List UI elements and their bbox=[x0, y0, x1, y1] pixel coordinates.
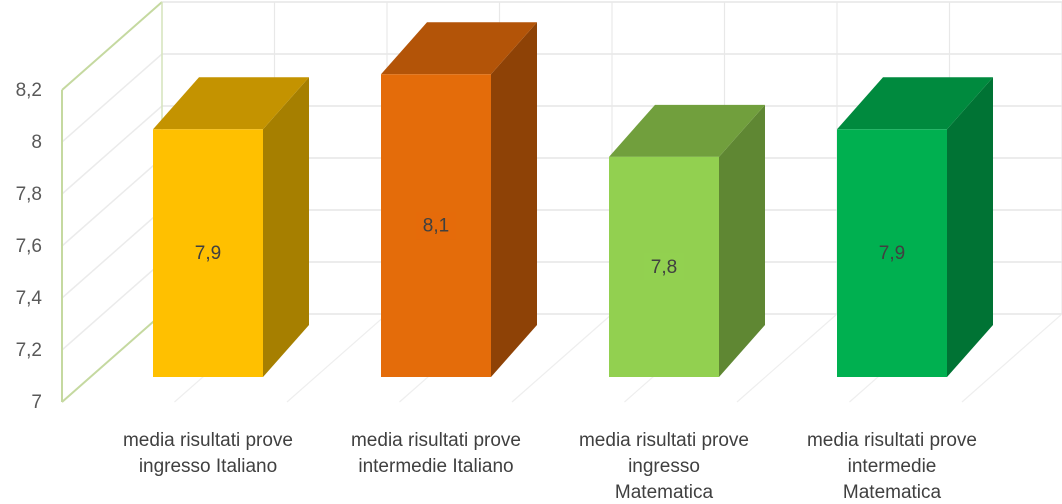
data-label: 7,9 bbox=[879, 243, 905, 264]
x-category-label: media risultati prove bbox=[807, 430, 977, 451]
x-category-label: Matematica bbox=[615, 482, 714, 503]
y-tick-label: 7,2 bbox=[16, 340, 42, 361]
bar-1 bbox=[153, 77, 309, 378]
x-category-label: media risultati prove bbox=[579, 430, 749, 451]
bar-2 bbox=[381, 22, 537, 378]
data-label-bg bbox=[644, 252, 684, 281]
x-category-label: media risultati prove bbox=[351, 430, 521, 451]
bars-layer bbox=[153, 22, 993, 378]
bar-side-face bbox=[947, 77, 993, 378]
x-category-label: media risultati prove bbox=[123, 430, 293, 451]
y-tick-label: 7 bbox=[31, 392, 42, 413]
bar-side-face bbox=[719, 104, 765, 378]
x-category-label: ingresso bbox=[628, 456, 700, 477]
wall-top-edge bbox=[61, 1, 163, 91]
data-label-bg bbox=[416, 211, 456, 240]
side-gridline bbox=[61, 261, 163, 351]
bar-3 bbox=[609, 104, 765, 378]
y-tick-label: 7,4 bbox=[16, 288, 43, 309]
y-tick-label: 7,8 bbox=[16, 184, 42, 205]
bar-top-face bbox=[837, 77, 993, 130]
side-gridline bbox=[61, 53, 163, 143]
side-gridline bbox=[61, 209, 163, 299]
x-category-label: intermedie Italiano bbox=[358, 456, 513, 477]
wall-bottom-edge bbox=[61, 313, 163, 403]
bar-top-face bbox=[153, 77, 309, 130]
bar-side-face bbox=[263, 77, 309, 378]
data-label-bg bbox=[188, 239, 228, 268]
side-gridline bbox=[61, 157, 163, 247]
floor-gridline bbox=[511, 313, 613, 403]
x-category-label: ingresso Italiano bbox=[139, 456, 277, 477]
y-tick-label: 8,2 bbox=[16, 80, 42, 101]
x-category-label: Matematica bbox=[843, 482, 942, 503]
labels-layer: 7 7,2 7,4 7,6 7,8 8 8,2 7,9 media risultati prov… bbox=[16, 80, 977, 503]
data-label: 7,9 bbox=[195, 243, 221, 264]
bar-side-face bbox=[491, 22, 537, 378]
x-category-label: intermedie bbox=[848, 456, 937, 477]
bar-4 bbox=[837, 77, 993, 378]
bar-top-face bbox=[609, 104, 765, 157]
bar-top-face bbox=[381, 22, 537, 75]
data-label: 8,1 bbox=[423, 216, 449, 237]
floor-gridline bbox=[286, 313, 388, 403]
floor-gridline bbox=[736, 313, 838, 403]
floor-gridline bbox=[961, 313, 1062, 403]
y-tick-label: 8 bbox=[31, 132, 42, 153]
y-tick-label: 7,6 bbox=[16, 236, 42, 257]
side-gridline bbox=[61, 105, 163, 195]
data-label-bg bbox=[872, 239, 912, 268]
data-label: 7,8 bbox=[651, 257, 677, 278]
